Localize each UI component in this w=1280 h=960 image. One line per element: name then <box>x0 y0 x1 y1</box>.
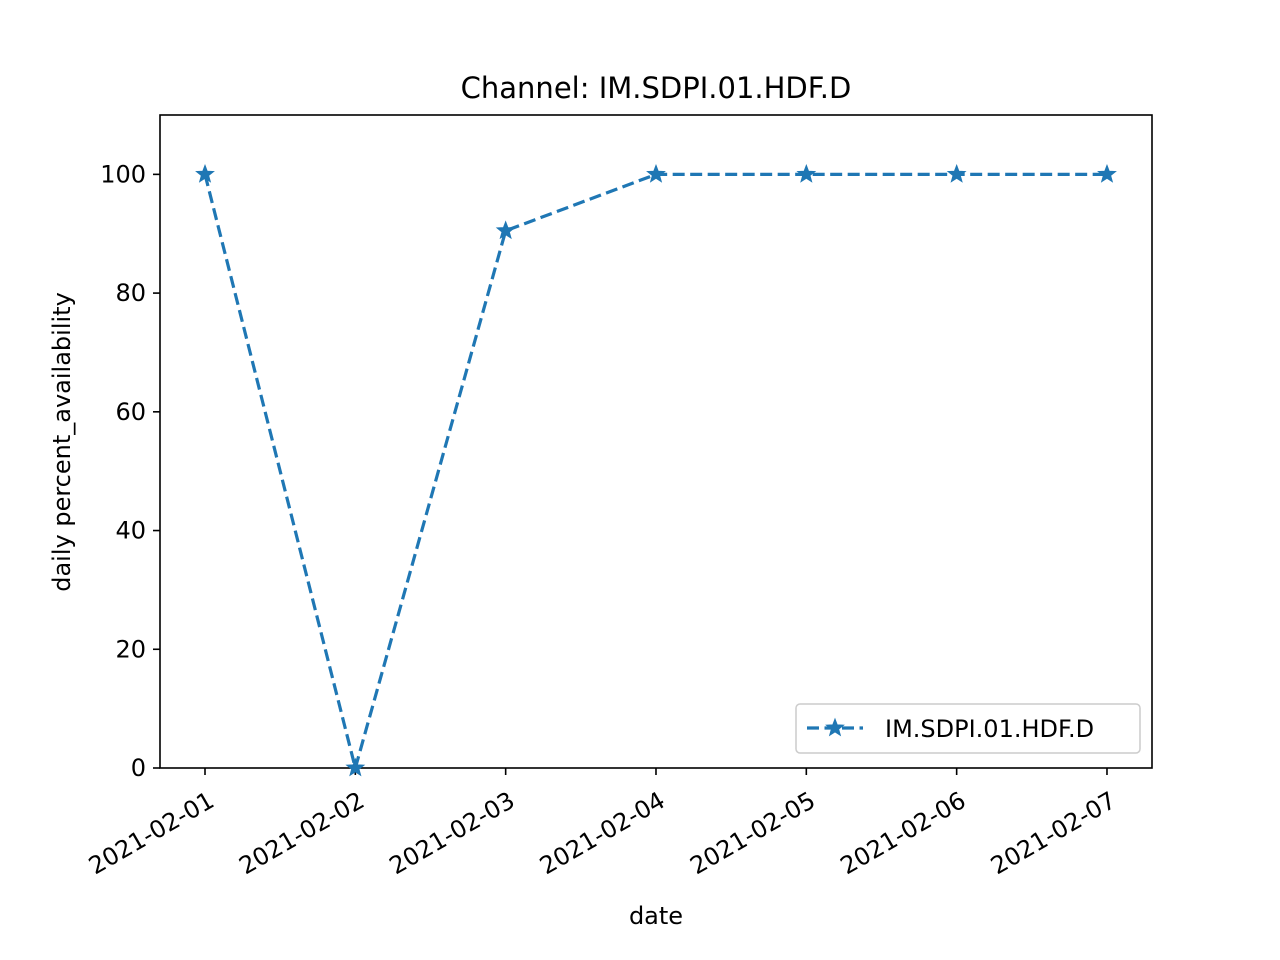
data-point-marker <box>345 757 366 777</box>
x-axis-ticks: 2021-02-01 2021-02-02 2021-02-03 2021-02-04… <box>84 768 1121 880</box>
x-tick-label: 2021-02-04 <box>535 786 670 880</box>
x-tick-label: 2021-02-01 <box>84 786 219 880</box>
data-point-marker <box>495 220 516 240</box>
legend-marker <box>825 717 845 737</box>
x-tick-label: 2021-02-06 <box>836 786 971 880</box>
x-tick-label: 2021-02-07 <box>986 786 1121 880</box>
x-tick-label: 2021-02-03 <box>385 786 520 880</box>
y-tick-label: 60 <box>115 398 146 426</box>
chart-title: Channel: IM.SDPI.01.HDF.D <box>461 71 852 105</box>
data-point-marker <box>1097 163 1117 183</box>
series-line <box>203 172 1107 775</box>
legend: IM.SDPI.01.HDF.D <box>795 703 1141 754</box>
data-point-marker <box>946 163 967 183</box>
y-tick-label: 80 <box>115 279 146 307</box>
data-point-marker <box>646 163 666 183</box>
y-tick-label: 100 <box>100 160 146 188</box>
plot-area <box>159 114 1153 769</box>
x-axis-label: date <box>629 902 683 930</box>
legend-label: IM.SDPI.01.HDF.D <box>885 715 1094 743</box>
y-tick-label: 20 <box>115 635 146 663</box>
series-markers <box>195 163 1117 777</box>
data-point-marker <box>796 163 817 183</box>
data-point-marker <box>195 163 215 183</box>
x-tick-label: 2021-02-05 <box>685 786 820 880</box>
y-tick-label: 0 <box>131 754 146 782</box>
y-tick-label: 40 <box>115 517 146 545</box>
legend-star-marker <box>825 717 845 737</box>
y-axis-ticks: 0 20 40 60 80 100 <box>100 160 160 782</box>
y-axis-label: daily percent_availability <box>48 292 76 592</box>
x-tick-label: 2021-02-02 <box>234 786 369 880</box>
